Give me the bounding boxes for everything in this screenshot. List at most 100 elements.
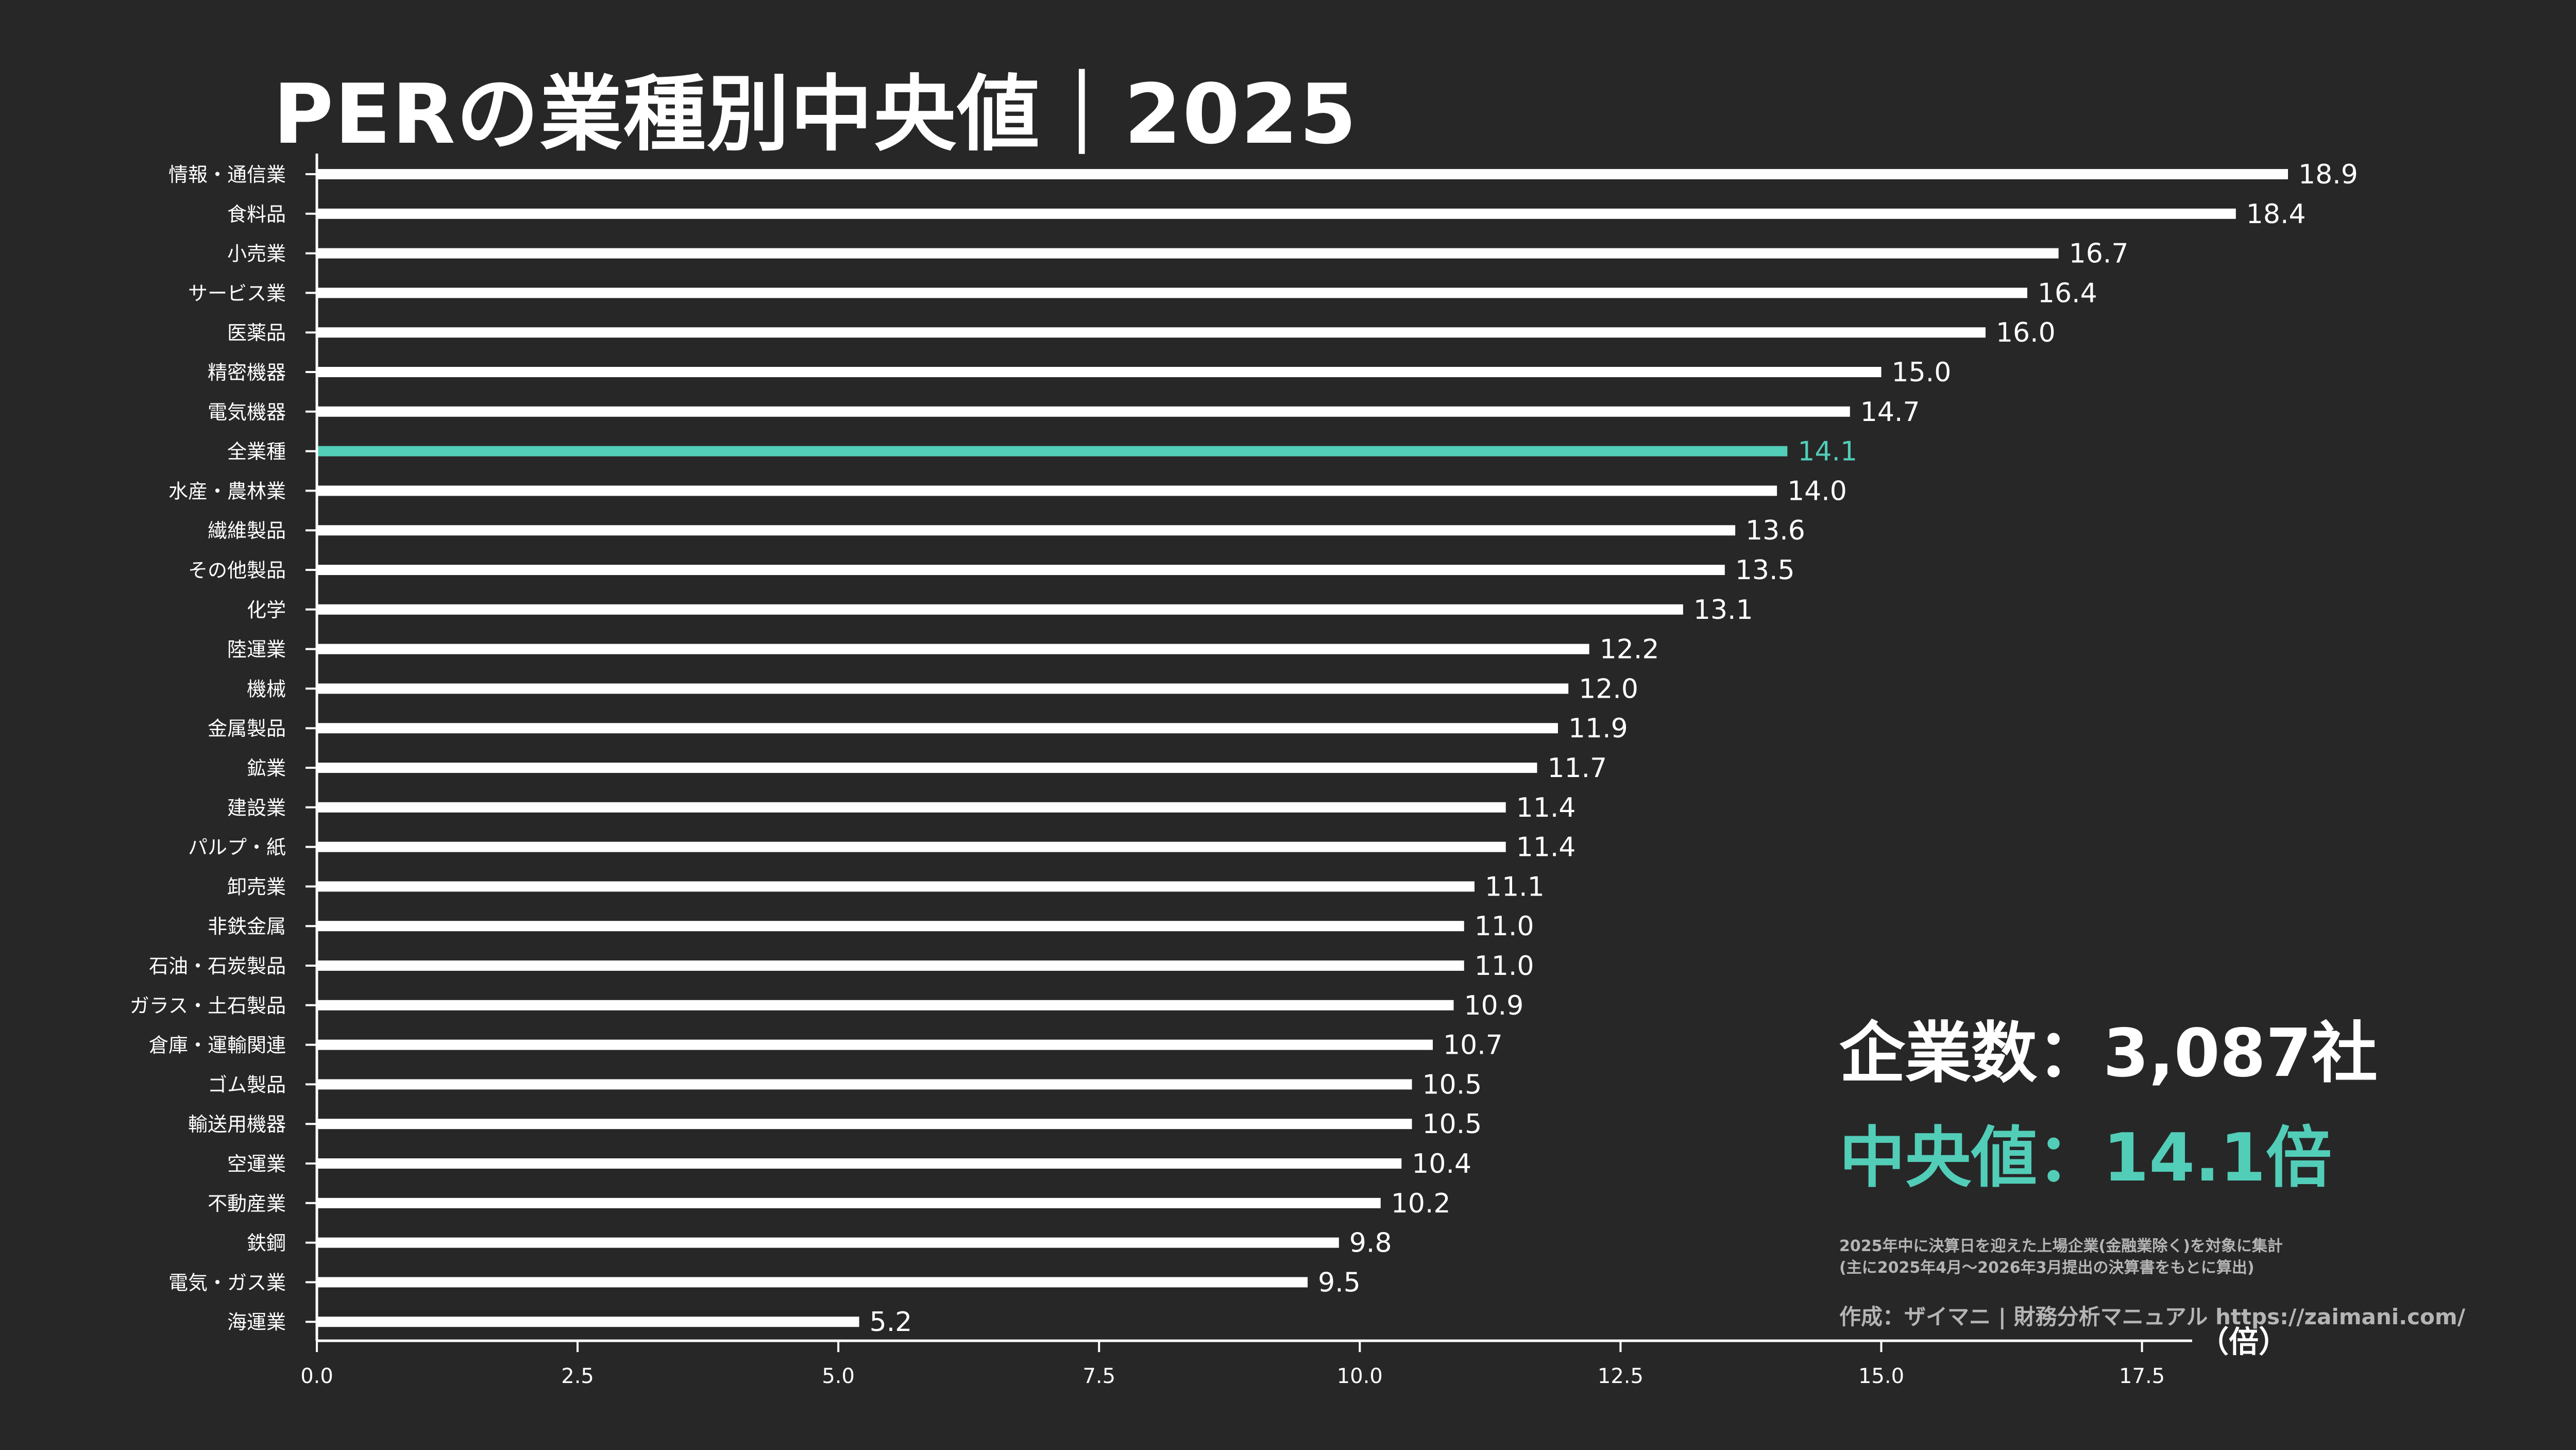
bar [317, 288, 2027, 298]
value-label: 10.7 [1443, 1030, 1503, 1061]
bar [317, 327, 1986, 338]
bar [317, 406, 1850, 417]
bar [317, 1079, 1412, 1090]
category-label: 電気・ガス業 [168, 1271, 286, 1294]
x-tick-label: 17.5 [2119, 1364, 2165, 1388]
bar [317, 525, 1736, 536]
category-label: 水産・農林業 [168, 480, 286, 502]
bar [317, 723, 1558, 734]
value-label: 11.7 [1547, 753, 1607, 784]
x-tick-label: 0.0 [300, 1364, 333, 1388]
category-label: 食料品 [227, 203, 286, 226]
bar [317, 1119, 1412, 1129]
bar [317, 1198, 1381, 1208]
bar [317, 960, 1464, 971]
x-tick-label: 2.5 [561, 1364, 594, 1388]
value-label: 11.9 [1568, 713, 1628, 744]
value-label: 10.5 [1422, 1109, 1482, 1140]
category-label: 石油・石炭製品 [149, 955, 286, 977]
bar [317, 565, 1725, 575]
value-label: 11.4 [1516, 832, 1576, 863]
value-label: 14.7 [1860, 397, 1920, 428]
x-tick-label: 15.0 [1858, 1364, 1904, 1388]
category-label: 陸運業 [227, 638, 286, 661]
bar [317, 683, 1569, 694]
bar [317, 841, 1506, 852]
category-label: 空運業 [227, 1153, 286, 1175]
value-label: 12.2 [1600, 634, 1659, 665]
bar [317, 763, 1537, 773]
value-label: 14.1 [1798, 436, 1857, 467]
chart-title: PERの業種別中央値｜2025 [273, 66, 1358, 162]
category-label: 医薬品 [227, 322, 286, 344]
value-label: 10.4 [1412, 1149, 1471, 1179]
bar [317, 248, 2059, 259]
category-label: ゴム製品 [208, 1073, 286, 1096]
value-label: 10.2 [1391, 1188, 1451, 1219]
category-label: 小売業 [227, 243, 286, 265]
value-label: 9.5 [1318, 1267, 1361, 1298]
company-count: 企業数：3,087社 [1839, 1015, 2378, 1092]
bar [317, 1158, 1402, 1169]
category-label: その他製品 [188, 559, 286, 582]
category-label: 倉庫・運輸関連 [149, 1034, 286, 1057]
category-label: 鉄鋼 [247, 1232, 286, 1255]
category-label: 精密機器 [208, 361, 286, 384]
method-note-line-1: 2025年中に決算日を迎えた上場企業(金融業除く)を対象に集計 [1839, 1237, 2283, 1255]
bar [317, 802, 1506, 813]
x-tick-label: 12.5 [1598, 1364, 1643, 1388]
bar [317, 604, 1683, 615]
value-label: 11.0 [1475, 911, 1534, 942]
bar [317, 1237, 1339, 1248]
value-label: 15.0 [1892, 357, 1952, 388]
category-label: 建設業 [227, 797, 286, 819]
value-label: 18.4 [2246, 199, 2306, 230]
x-tick-label: 7.5 [1082, 1364, 1115, 1388]
value-label: 9.8 [1349, 1228, 1392, 1259]
category-label: 卸売業 [227, 875, 286, 898]
category-label: 機械 [247, 678, 286, 700]
category-label: 全業種 [227, 441, 286, 463]
value-label: 5.2 [870, 1307, 912, 1338]
bar [317, 1277, 1308, 1288]
bar-highlight [317, 446, 1788, 457]
bar [317, 367, 1882, 377]
credit-line: 作成：ザイマニ | 財務分析マニュアル https://zaimani.com/ [1839, 1304, 2465, 1329]
bar [317, 644, 1589, 654]
category-label: ガラス・土石製品 [130, 994, 286, 1017]
value-label: 13.5 [1735, 555, 1795, 586]
value-label: 16.7 [2069, 239, 2129, 269]
category-label: サービス業 [188, 282, 286, 305]
category-label: 情報・通信業 [168, 163, 286, 186]
category-label: パルプ・紙 [188, 836, 286, 859]
bar [317, 208, 2236, 219]
category-label: 鉱業 [247, 757, 286, 780]
x-tick-label: 10.0 [1337, 1364, 1383, 1388]
value-label: 16.0 [1996, 317, 2056, 348]
x-tick-label: 5.0 [822, 1364, 855, 1388]
category-label: 化学 [247, 599, 286, 621]
bar [317, 169, 2288, 179]
bar [317, 1039, 1433, 1050]
method-note: 2025年中に決算日を迎えた上場企業(金融業除く)を対象に集計 (主に2025年… [1839, 1236, 2561, 1279]
category-label: 電気機器 [208, 401, 286, 424]
value-label: 11.4 [1516, 793, 1576, 823]
category-label: 海運業 [227, 1311, 286, 1334]
value-label: 10.9 [1464, 990, 1524, 1021]
category-label: 繊維製品 [208, 519, 286, 542]
value-label: 16.4 [2038, 278, 2097, 309]
category-label: 金属製品 [208, 717, 286, 740]
bar [317, 1000, 1454, 1010]
value-label: 12.0 [1579, 673, 1638, 704]
value-label: 10.5 [1422, 1069, 1482, 1100]
category-label: 非鉄金属 [208, 915, 286, 938]
summary-panel: 企業数：3,087社 中央値：14.1倍 2025年中に決算日を迎えた上場企業(… [1839, 1000, 2561, 1331]
bar [317, 921, 1464, 932]
value-label: 11.0 [1475, 951, 1534, 982]
category-label: 輸送用機器 [188, 1113, 286, 1136]
value-label: 13.1 [1693, 595, 1753, 626]
method-note-line-2: (主に2025年4月〜2026年3月提出の決算書をもとに算出) [1839, 1259, 2255, 1277]
value-label: 11.1 [1485, 871, 1545, 902]
